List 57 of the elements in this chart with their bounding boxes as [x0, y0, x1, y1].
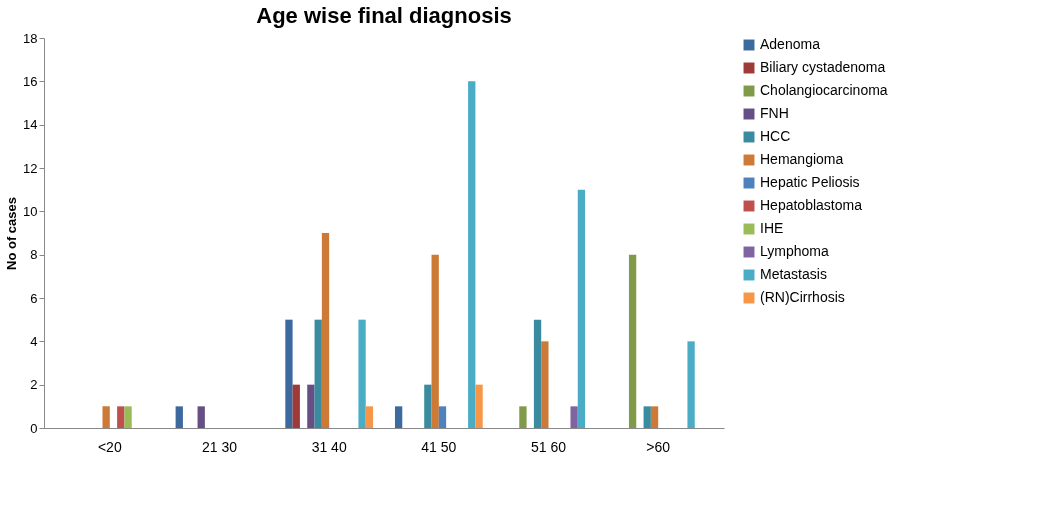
bar — [468, 81, 476, 428]
bar — [687, 341, 695, 428]
y-axis-title: No of cases — [4, 197, 20, 270]
legend-label: Adenoma — [760, 36, 821, 52]
legend-label: Hepatoblastoma — [760, 197, 863, 213]
x-tick-label: 21 30 — [201, 438, 238, 455]
bar — [431, 254, 439, 428]
bar — [358, 319, 366, 428]
bar — [117, 406, 125, 428]
bar — [102, 406, 110, 428]
bar — [314, 319, 322, 428]
legend-label: FNH — [760, 105, 789, 121]
bar — [175, 406, 183, 428]
y-tick-label: 0 — [30, 420, 38, 436]
bar — [643, 406, 651, 428]
bar — [424, 384, 432, 428]
y-tick-label: 4 — [30, 333, 38, 349]
y-tick-label: 18 — [23, 30, 38, 46]
y-tick-label: 8 — [30, 247, 38, 263]
x-tick-label: <20 — [97, 438, 122, 455]
y-tick-label: 10 — [23, 203, 38, 219]
x-tick-label: 51 60 — [530, 438, 567, 455]
y-tick-label: 2 — [30, 377, 38, 393]
y-tick-label: 6 — [30, 290, 38, 306]
bar — [475, 384, 483, 428]
bar — [570, 406, 578, 428]
x-tick-label: >60 — [646, 438, 671, 455]
bar — [438, 406, 447, 428]
legend-label: Cholangiocarcinoma — [760, 82, 888, 98]
bar — [124, 406, 132, 428]
bar — [519, 406, 527, 428]
bar — [292, 384, 300, 428]
bar — [533, 319, 542, 428]
bar — [577, 189, 586, 428]
legend-label: Hepatic Peliosis — [760, 174, 860, 190]
legend-label: (RN)Cirrhosis — [760, 289, 845, 305]
legend-label: IHE — [760, 220, 784, 236]
legend-label: Biliary cystadenoma — [760, 59, 886, 75]
chart-title: Age wise final diagnosis — [256, 3, 512, 28]
x-tick-label: 41 50 — [421, 438, 457, 455]
bar — [197, 406, 205, 428]
bar — [541, 341, 549, 428]
x-tick-label: 31 40 — [311, 438, 347, 455]
bar — [285, 319, 293, 428]
legend-label: Hemangioma — [760, 151, 844, 167]
bar — [307, 384, 315, 428]
legend-label: HCC — [760, 128, 791, 144]
bar — [365, 406, 374, 428]
legend-label: Lymphoma — [760, 243, 829, 259]
bar — [628, 254, 637, 428]
bar — [321, 233, 330, 428]
y-tick-label: 14 — [23, 117, 38, 133]
bar — [394, 406, 403, 428]
bar — [650, 406, 659, 428]
y-tick-label: 12 — [23, 160, 38, 176]
y-tick-label: 16 — [23, 73, 38, 89]
legend-label: Metastasis — [760, 266, 827, 282]
